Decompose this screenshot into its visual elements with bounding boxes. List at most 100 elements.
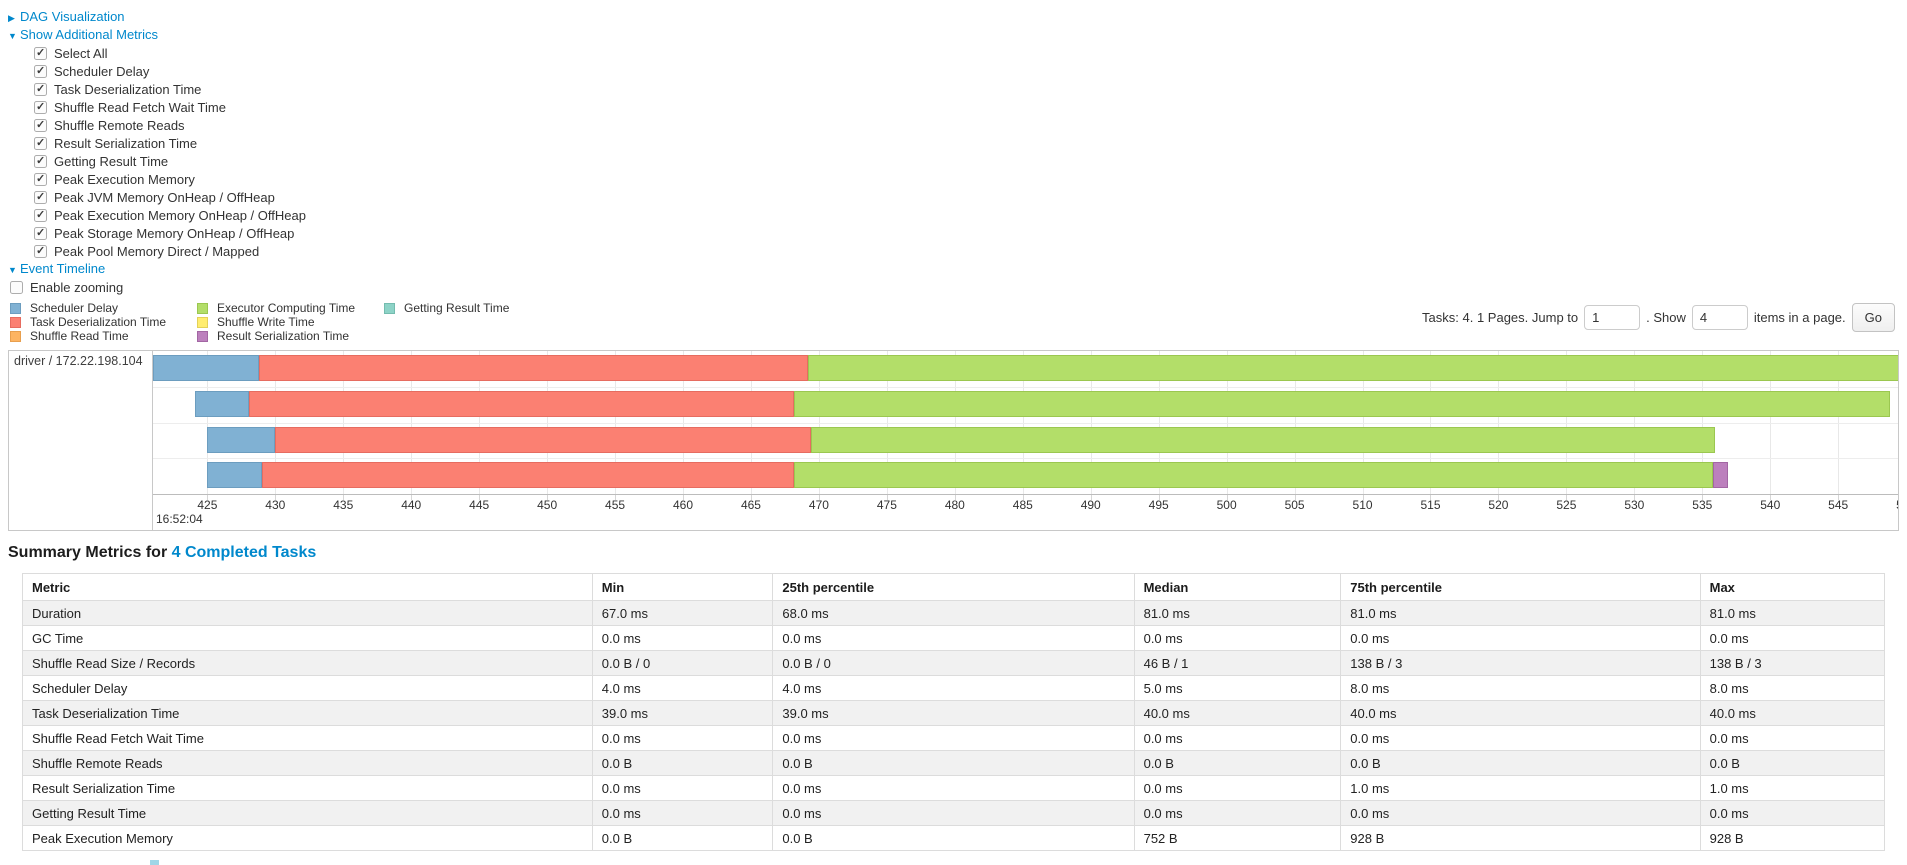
summary-cell: 0.0 B (1340, 750, 1701, 776)
go-button[interactable]: Go (1851, 303, 1895, 332)
task-bar-segment-scheduler-delay[interactable] (153, 355, 259, 381)
summary-cell: Duration (22, 600, 593, 626)
axis-tick (1430, 495, 1432, 500)
summary-cell: 1.0 ms (1699, 775, 1886, 801)
metric-checkbox-row[interactable]: Task Deserialization Time (34, 80, 1907, 98)
metric-checkbox[interactable] (34, 226, 47, 240)
axis-tick-label: 455 (605, 498, 626, 512)
legend-item-shuffle-write: Shuffle Write Time (197, 315, 384, 329)
metric-checkbox[interactable] (34, 208, 47, 222)
task-bar-segment-scheduler-delay[interactable] (207, 462, 262, 489)
task-bar-segment-executor-computing[interactable] (808, 355, 1898, 381)
timeline-plot-area: 16:52:04 425 430 435 440 445 450 455 460 465 470 4… (153, 351, 1898, 530)
task-bar-segment-scheduler-delay[interactable] (207, 426, 276, 453)
axis-major-time-label: 16:52:04 (156, 512, 203, 526)
metric-checkbox-row[interactable]: Peak Execution Memory OnHeap / OffHeap (34, 206, 1907, 224)
metric-checkbox[interactable] (34, 190, 47, 204)
result-serialization-swatch-icon (197, 330, 208, 342)
summary-cell: 138 B / 3 (1340, 650, 1701, 676)
axis-tick (275, 495, 277, 500)
metric-checkbox-row[interactable]: Select All (34, 44, 1907, 62)
summary-cell: 0.0 B (591, 825, 774, 851)
task-bar-segment-executor-computing[interactable] (810, 426, 1715, 453)
enable-zooming-checkbox[interactable] (10, 280, 23, 294)
metric-checkbox-row[interactable]: Getting Result Time (34, 152, 1907, 170)
axis-tick-label: 470 (808, 498, 829, 512)
event-timeline-chart: driver / 172.22.198.104 16:52:04 425 430 4… (8, 350, 1899, 531)
axis-tick-label: 485 (1012, 498, 1033, 512)
task-bar-segment-task-deserialization[interactable] (259, 355, 809, 381)
task-bar-segment-result-serialization[interactable] (1713, 462, 1729, 489)
summary-header-cell: Max (1699, 573, 1886, 601)
pagination-prefix-text: Tasks: 4. 1 Pages. Jump to (1422, 310, 1579, 325)
task-bar-segment-task-deserialization[interactable] (261, 462, 795, 489)
summary-cell: 0.0 ms (1133, 625, 1342, 651)
executor-computing-swatch-icon (197, 302, 208, 314)
summary-metrics-title: Summary Metrics for 4 Completed Tasks (8, 544, 1907, 562)
collapsed-arrow-icon: ▶ (8, 13, 15, 23)
metric-checkbox-row[interactable]: Peak Storage Memory OnHeap / OffHeap (34, 224, 1907, 242)
legend-label: Shuffle Write Time (217, 315, 315, 329)
metric-checkbox-row[interactable]: Result Serialization Time (34, 134, 1907, 152)
enable-zooming-row[interactable]: Enable zooming (10, 278, 1907, 296)
metric-checkbox-row[interactable]: Peak Pool Memory Direct / Mapped (34, 242, 1907, 260)
legend-label: Shuffle Read Time (30, 329, 129, 343)
summary-cell: 0.0 ms (591, 775, 774, 801)
jump-to-page-input[interactable] (1584, 305, 1641, 330)
task-bar-segment-task-deserialization[interactable] (275, 426, 811, 453)
metric-checkbox[interactable] (34, 154, 47, 168)
task-bar-segment-scheduler-delay[interactable] (195, 390, 250, 417)
axis-tick (954, 495, 956, 500)
completed-tasks-link[interactable]: 4 Completed Tasks (171, 544, 317, 561)
metric-checkbox-row[interactable]: Shuffle Read Fetch Wait Time (34, 98, 1907, 116)
task-bar-segment-executor-computing[interactable] (794, 390, 1890, 417)
legend-item-getting-result: Getting Result Time (384, 301, 509, 315)
summary-cell: 0.0 ms (772, 725, 1135, 751)
metric-checkbox-row[interactable]: Scheduler Delay (34, 62, 1907, 80)
axis-tick (1294, 495, 1296, 500)
show-additional-metrics-toggle[interactable]: ▼ Show Additional Metrics (8, 26, 1907, 44)
summary-cell: 0.0 ms (591, 800, 774, 826)
metric-checkbox-row[interactable]: Peak JVM Memory OnHeap / OffHeap (34, 188, 1907, 206)
summary-cell: 0.0 B / 0 (772, 650, 1135, 676)
event-timeline-toggle[interactable]: ▼ Event Timeline (8, 260, 1907, 278)
metric-checkbox[interactable] (34, 82, 47, 96)
legend-item-executor-computing: Executor Computing Time (197, 301, 384, 315)
task-bar-segment-task-deserialization[interactable] (249, 390, 795, 417)
summary-cell: 81.0 ms (1133, 600, 1342, 626)
metric-checkbox[interactable] (34, 244, 47, 258)
summary-cell: 4.0 ms (591, 675, 774, 701)
items-per-page-input[interactable] (1691, 305, 1748, 330)
metric-checkbox-row[interactable]: Shuffle Remote Reads (34, 116, 1907, 134)
pagination-suffix-text: items in a page. (1753, 310, 1846, 325)
summary-cell: 0.0 ms (772, 625, 1135, 651)
metric-checkbox[interactable] (34, 172, 47, 186)
summary-cell: 138 B / 3 (1699, 650, 1886, 676)
summary-table-row: Shuffle Read Size / Records 0.0 B / 0 0.0 … (22, 650, 1886, 676)
axis-tick-label: 545 (1828, 498, 1849, 512)
metric-checkbox[interactable] (34, 64, 47, 78)
axis-tick-label: 525 (1556, 498, 1577, 512)
dag-visualization-toggle[interactable]: ▶ DAG Visualization (8, 8, 1907, 26)
legend-item-scheduler-delay: Scheduler Delay (10, 301, 197, 315)
legend-column: Getting Result Time (384, 301, 509, 343)
metric-checkbox[interactable] (34, 46, 47, 60)
metric-checkbox-label: Select All (54, 45, 108, 61)
axis-tick-label: 480 (944, 498, 965, 512)
summary-table-row: Shuffle Read Fetch Wait Time 0.0 ms 0.0 ms… (22, 725, 1886, 751)
task-bar-segment-executor-computing[interactable] (794, 462, 1714, 489)
summary-cell: Shuffle Remote Reads (22, 750, 593, 776)
summary-header-cell: Median (1133, 573, 1342, 601)
metric-checkbox-row[interactable]: Peak Execution Memory (34, 170, 1907, 188)
metric-checkbox[interactable] (34, 100, 47, 114)
axis-tick-label: 495 (1148, 498, 1169, 512)
axis-tick-label: 475 (876, 498, 897, 512)
executor-row-label: driver / 172.22.198.104 (9, 351, 153, 530)
expanded-arrow-icon: ▼ (8, 265, 17, 275)
axis-tick (886, 495, 888, 500)
summary-metrics-table: Metric Min 25th percentile Median 75th perce… (22, 573, 1886, 851)
summary-table-row: Shuffle Remote Reads 0.0 B 0.0 B 0.0 B 0.0 B… (22, 750, 1886, 776)
metric-checkbox-label: Result Serialization Time (54, 135, 198, 151)
metric-checkbox[interactable] (34, 118, 47, 132)
metric-checkbox[interactable] (34, 136, 47, 150)
